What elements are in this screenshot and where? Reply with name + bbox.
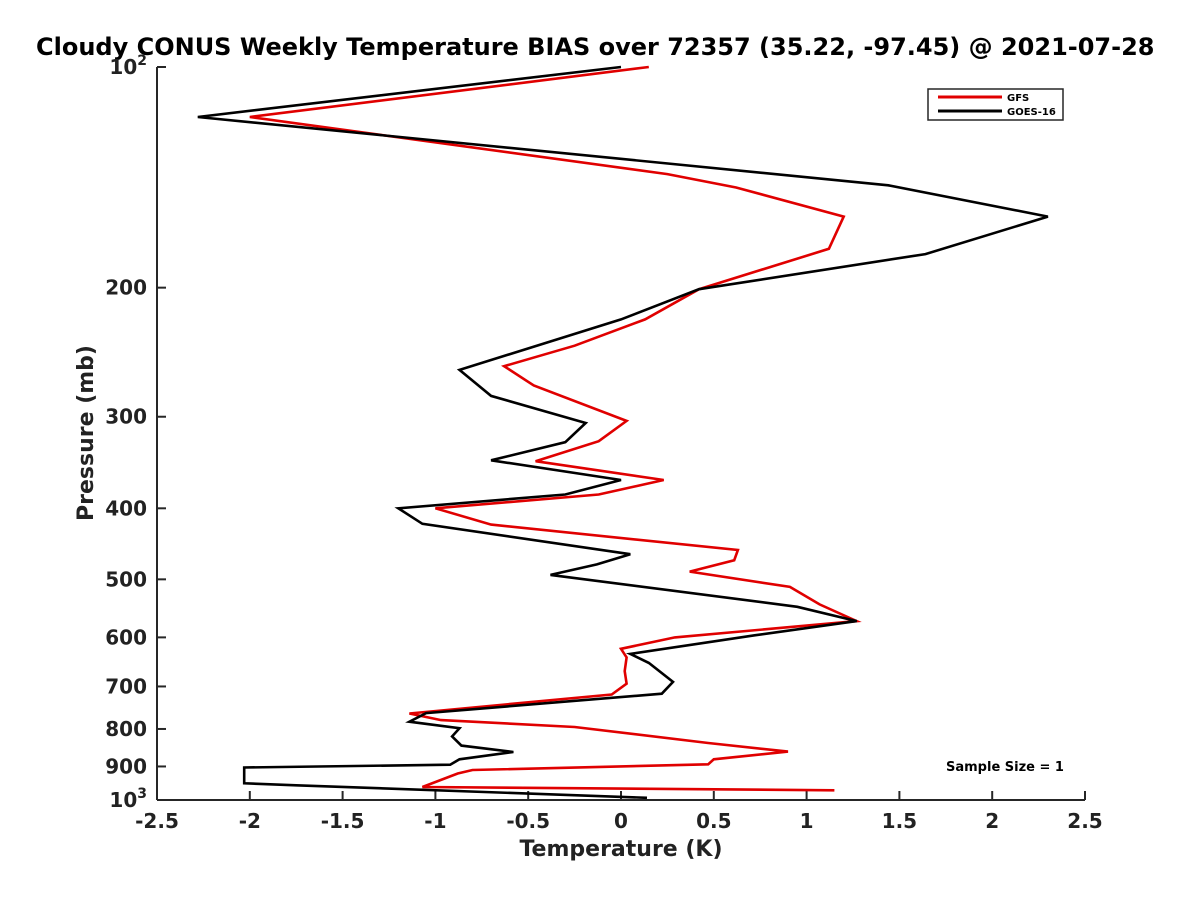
y-tick-exponent: 3 bbox=[137, 786, 147, 802]
y-tick-exponent: 2 bbox=[137, 53, 147, 69]
x-tick-label: 1.5 bbox=[882, 809, 917, 833]
series-line-goes-16 bbox=[197, 65, 1049, 800]
x-tick-label: -1.5 bbox=[321, 809, 365, 833]
legend-label-goes16: GOES-16 bbox=[1007, 107, 1056, 118]
y-tick-base: 10 bbox=[109, 55, 137, 79]
y-tick-label: 900 bbox=[105, 754, 147, 778]
y-tick-label: 102 bbox=[109, 53, 147, 79]
y-axis-label: Pressure (mb) bbox=[74, 345, 99, 521]
series-line-gfs bbox=[249, 65, 862, 792]
y-tick-label: 700 bbox=[105, 674, 147, 698]
x-tick-label: -2 bbox=[239, 809, 261, 833]
y-tick-label: 200 bbox=[105, 276, 147, 300]
plot-area bbox=[156, 67, 1085, 801]
x-tick-label: 0 bbox=[614, 809, 628, 833]
x-tick-label: 2.5 bbox=[1067, 809, 1102, 833]
legend: GFS GOES-16 bbox=[927, 88, 1064, 121]
x-tick-label: -0.5 bbox=[506, 809, 550, 833]
y-tick-label: 103 bbox=[109, 786, 147, 812]
x-tick-label: 1 bbox=[800, 809, 814, 833]
y-tick-label: 400 bbox=[105, 496, 147, 520]
legend-label-gfs: GFS bbox=[1007, 93, 1029, 104]
y-tick-label: 300 bbox=[105, 405, 147, 429]
x-axis-label: Temperature (K) bbox=[519, 837, 722, 862]
y-tick-label: 600 bbox=[105, 625, 147, 649]
x-tick-label: 2 bbox=[985, 809, 999, 833]
sample-size-annotation: Sample Size = 1 bbox=[946, 760, 1064, 775]
x-tick-label: 0.5 bbox=[696, 809, 731, 833]
legend-box bbox=[927, 88, 1064, 121]
series-lines bbox=[197, 65, 1049, 800]
y-tick-label: 800 bbox=[105, 717, 147, 741]
x-axis-ticks: -2.5 -2 -1.5 -1 -0.5 0 0.5 1 1.5 2 2.5 bbox=[135, 791, 1103, 833]
y-tick-base: 10 bbox=[109, 788, 137, 812]
chart-title: Cloudy CONUS Weekly Temperature BIAS ove… bbox=[36, 33, 1154, 61]
x-tick-label: -2.5 bbox=[135, 809, 179, 833]
y-tick-label: 500 bbox=[105, 567, 147, 591]
x-tick-label: -1 bbox=[424, 809, 446, 833]
